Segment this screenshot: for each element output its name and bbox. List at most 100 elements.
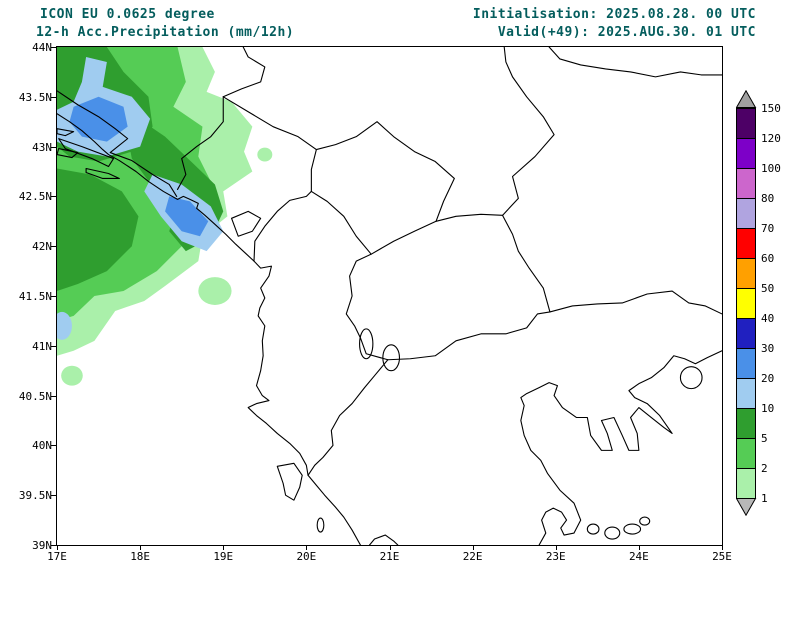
x-axis-label: 18E <box>130 550 151 563</box>
x-axis-tick <box>223 545 225 550</box>
precipitation-colorbar: 150 120 100 80 70 60 50 40 30 20 10 5 2 1 <box>736 90 798 522</box>
colorbar-cell-10 <box>736 408 756 439</box>
colorbar-threshold-label: 60 <box>761 252 775 265</box>
island-thasos <box>680 367 702 389</box>
y-axis-tick <box>51 246 56 248</box>
island-alonissos <box>624 524 641 534</box>
y-axis-tick <box>51 96 56 98</box>
x-axis-tick <box>472 545 474 550</box>
x-axis-tick <box>722 545 723 550</box>
colorbar-under-min-triangle <box>736 498 757 516</box>
precip-speck-1mm <box>198 277 232 305</box>
y-axis-label: 40.5N <box>18 389 52 403</box>
colorbar-cell-40 <box>736 318 756 349</box>
island-mljet <box>86 169 119 179</box>
colorbar-threshold-label: 80 <box>761 192 775 205</box>
colorbar-cell-150 <box>736 108 756 139</box>
y-axis-label: 42N <box>32 240 52 254</box>
border-serbia-bulgaria <box>503 47 555 215</box>
x-axis-label: 22E <box>462 550 483 563</box>
colorbar-cell-120 <box>736 138 756 169</box>
precip-region-20mm <box>165 196 209 237</box>
y-axis-label: 44N <box>32 41 52 54</box>
colorbar-threshold-label: 30 <box>761 342 775 355</box>
init-time-label: Initialisation: 2025.08.28. 00 UTC <box>472 7 756 22</box>
island-skiathos <box>587 524 599 534</box>
x-axis-tick <box>57 545 58 550</box>
border-macedonia-greece <box>388 312 550 360</box>
x-axis-label: 25E <box>712 550 732 563</box>
y-axis-label: 41.5N <box>18 290 52 303</box>
precip-speck-1mm <box>61 365 83 386</box>
border-kosovo <box>311 122 454 254</box>
y-axis-tick <box>51 345 56 347</box>
x-axis-label: 17E <box>47 550 67 563</box>
colorbar-cell-80 <box>736 198 756 229</box>
coastline-ambracian-gulf <box>370 535 398 545</box>
border-bosnia-montenegro <box>178 97 224 190</box>
border-montenegro-serbia <box>223 97 316 150</box>
y-axis-tick <box>51 47 56 48</box>
colorbar-cell-60 <box>736 258 756 289</box>
island-paxos <box>317 518 324 532</box>
precip-region-10mm <box>57 311 72 340</box>
island-sporades-small <box>640 517 650 525</box>
colorbar-threshold-label: 20 <box>761 372 775 385</box>
colorbar-threshold-label: 40 <box>761 312 775 325</box>
peninsula-peljesac <box>59 139 114 167</box>
lake-scutari <box>232 211 261 236</box>
colorbar-cell-20 <box>736 378 756 409</box>
border-montenegro-kosovo <box>311 150 316 192</box>
border-bulgaria-greece <box>550 291 722 314</box>
island-corfu <box>277 463 302 500</box>
x-axis-label: 21E <box>379 550 400 563</box>
colorbar-cell-50 <box>736 288 756 319</box>
border-serbia-macedonia <box>436 214 503 221</box>
colorbar-cell-5 <box>736 438 756 469</box>
island-hvar <box>57 129 74 136</box>
colorbar-cell-30 <box>736 348 756 379</box>
x-axis-tick <box>140 545 142 550</box>
y-axis-tick <box>51 445 56 447</box>
colorbar-threshold-label: 2 <box>761 462 768 475</box>
y-axis-tick <box>51 395 56 397</box>
y-axis-label: 40N <box>32 439 52 453</box>
border-albania-greece <box>308 360 388 476</box>
y-axis-tick <box>51 296 56 297</box>
colorbar-threshold-label: 50 <box>761 282 775 295</box>
colorbar-threshold-label: 150 <box>761 102 781 115</box>
x-axis-tick <box>638 545 640 550</box>
lake-prespa <box>383 345 400 371</box>
border-albania-macedonia <box>346 254 388 360</box>
y-axis-tick <box>51 196 56 198</box>
border-bulgaria-romania-danube <box>549 47 722 77</box>
y-axis-label: 41N <box>32 339 52 353</box>
x-axis-tick <box>389 545 391 550</box>
precip-region-5mm <box>57 168 139 292</box>
colorbar-threshold-label: 1 <box>761 492 768 505</box>
island-skopelos <box>605 527 620 539</box>
x-axis-label: 23E <box>545 550 566 563</box>
colorbar-over-max-triangle <box>736 90 757 108</box>
coastline-adriatic <box>57 114 360 545</box>
colorbar-threshold-label: 5 <box>761 432 768 445</box>
y-axis-label: 42.5N <box>18 190 52 204</box>
colorbar-threshold-label: 120 <box>761 132 781 145</box>
x-axis-tick <box>555 545 557 550</box>
colorbar-cell-2 <box>736 468 756 499</box>
geography-lines <box>57 47 722 545</box>
x-axis-label: 19E <box>213 550 234 563</box>
colorbar-cell-100 <box>736 168 756 199</box>
y-axis-label: 43.5N <box>18 90 52 104</box>
y-axis-tick <box>51 146 56 148</box>
border-montenegro-albania <box>254 191 311 261</box>
y-axis-label: 39N <box>32 539 52 552</box>
border-croatia-bosnia <box>57 91 177 197</box>
y-axis-tick <box>51 495 56 497</box>
precip-speck-1mm <box>257 147 273 162</box>
y-axis-label: 43N <box>32 140 52 154</box>
border-macedonia-bulgaria <box>503 215 550 312</box>
x-axis-label: 24E <box>628 550 649 563</box>
lake-ohrid <box>360 329 373 359</box>
